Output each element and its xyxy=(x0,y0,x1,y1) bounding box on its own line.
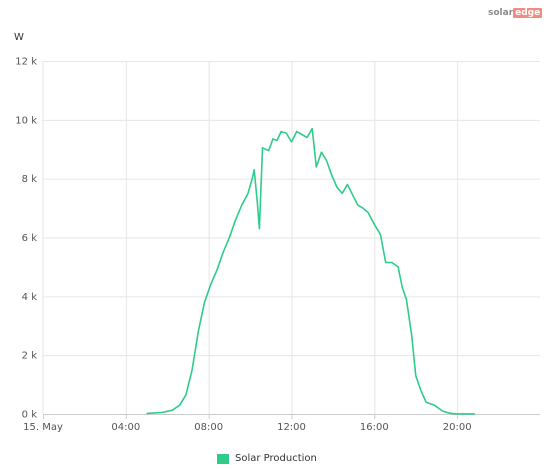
y-tick-label: 12 k xyxy=(15,57,37,68)
legend[interactable]: Solar Production xyxy=(217,453,317,464)
x-axis-ticks: 15. May 04:00 08:00 12:00 16:00 20:00 xyxy=(23,422,471,433)
x-tick-label: 20:00 xyxy=(443,422,472,433)
grid xyxy=(42,61,540,419)
legend-swatch xyxy=(217,453,229,464)
series-line-solar-production xyxy=(146,127,475,415)
legend-label-solar-production: Solar Production xyxy=(235,453,317,464)
series-layer xyxy=(146,127,475,415)
y-tick-label: 6 k xyxy=(22,233,38,244)
y-axis-ticks: 0 k 2 k 4 k 6 k 8 k 10 k 12 k xyxy=(15,57,37,421)
x-tick-label: 12:00 xyxy=(277,422,306,433)
y-tick-label: 4 k xyxy=(22,292,38,303)
y-tick-label: 2 k xyxy=(22,351,38,362)
y-tick-label: 0 k xyxy=(22,410,38,421)
y-tick-label: 8 k xyxy=(22,174,38,185)
x-tick-label: 15. May xyxy=(23,422,63,433)
x-tick-label: 08:00 xyxy=(194,422,223,433)
y-tick-label: 10 k xyxy=(15,115,37,126)
x-tick-label: 16:00 xyxy=(360,422,389,433)
solaredge-logo: solar edge xyxy=(488,8,543,18)
y-axis-unit: W xyxy=(14,32,24,43)
x-tick-label: 04:00 xyxy=(111,422,140,433)
